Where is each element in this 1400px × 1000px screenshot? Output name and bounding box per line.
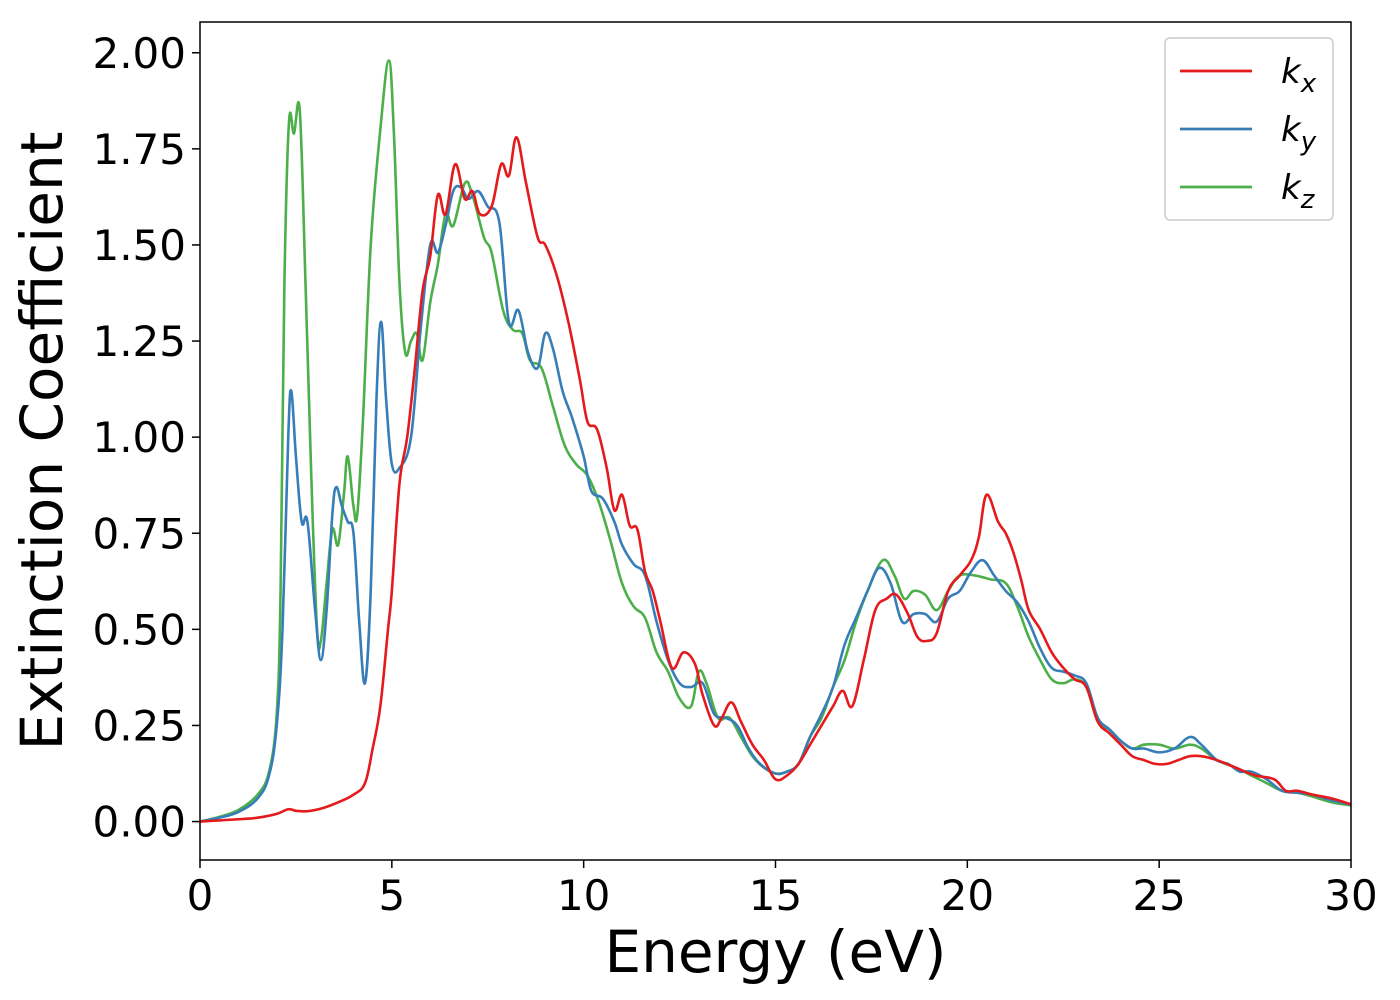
legend-label-kz: kz: [1281, 168, 1316, 215]
legend-label-kx: kx: [1281, 52, 1317, 99]
y-tick-label: 0.25: [92, 701, 186, 750]
y-tick-label: 1.00: [92, 413, 186, 462]
legend-label-ky: ky: [1281, 110, 1317, 157]
y-tick-label: 0.00: [92, 798, 186, 847]
x-tick-label: 5: [378, 871, 405, 920]
y-tick-label: 0.50: [92, 605, 186, 654]
x-tick-label: 30: [1324, 871, 1377, 920]
x-tick-label: 20: [941, 871, 994, 920]
y-axis-title: Extinction Coefficient: [8, 132, 76, 751]
series-line-kx: [200, 136, 1351, 823]
x-axis-title: Energy (eV): [604, 918, 946, 986]
y-tick-label: 2.00: [92, 29, 186, 78]
series-line-ky: [200, 184, 1351, 823]
plot-area-frame: [199, 21, 1352, 861]
y-tick-label: 1.25: [92, 317, 186, 366]
y-tick-label: 1.50: [92, 221, 186, 270]
y-tick-label: 1.75: [92, 125, 186, 174]
x-tick-label: 0: [187, 871, 214, 920]
x-tick-label: 10: [557, 871, 610, 920]
series-lines: [200, 59, 1351, 823]
y-axis-ticks: 0.00 0.25 0.50 0.75 1.00 1.25 1.50 1.75 2.00: [92, 29, 200, 847]
y-tick-label: 0.75: [92, 509, 186, 558]
x-tick-label: 15: [749, 871, 802, 920]
x-axis-ticks: 0 5 10 15 20 25 30: [187, 860, 1378, 920]
legend: kx ky kz: [1164, 37, 1334, 221]
x-tick-label: 25: [1132, 871, 1185, 920]
